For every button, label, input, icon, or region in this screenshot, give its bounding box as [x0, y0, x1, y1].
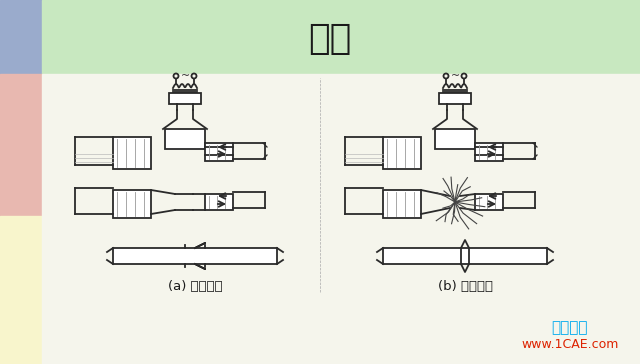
Text: (b) 闪光对焊: (b) 闪光对焊	[438, 280, 493, 293]
Bar	[42, 0, 640, 74]
Bar	[439, 93, 471, 104]
Bar	[0, 74, 42, 216]
Text: ~: ~	[451, 71, 460, 81]
Bar	[0, 0, 42, 74]
Bar	[383, 137, 421, 169]
Bar	[113, 137, 151, 169]
Bar	[165, 129, 205, 149]
Bar	[205, 194, 233, 210]
Bar	[435, 129, 475, 149]
Bar	[383, 190, 421, 218]
Bar	[0, 216, 42, 364]
Text: (a) 电阔对焊: (a) 电阔对焊	[168, 280, 222, 293]
Bar	[169, 93, 201, 104]
Bar	[42, 74, 640, 364]
Bar	[113, 190, 151, 218]
Bar	[383, 248, 547, 264]
Text: 对焊: 对焊	[308, 22, 351, 56]
Text: www.1CAE.com: www.1CAE.com	[522, 337, 619, 351]
Text: 仿真在线: 仿真在线	[552, 320, 588, 336]
Bar	[113, 248, 277, 264]
Text: ~: ~	[180, 71, 189, 81]
Bar	[205, 143, 233, 161]
Bar	[475, 194, 503, 210]
Bar	[475, 143, 503, 161]
